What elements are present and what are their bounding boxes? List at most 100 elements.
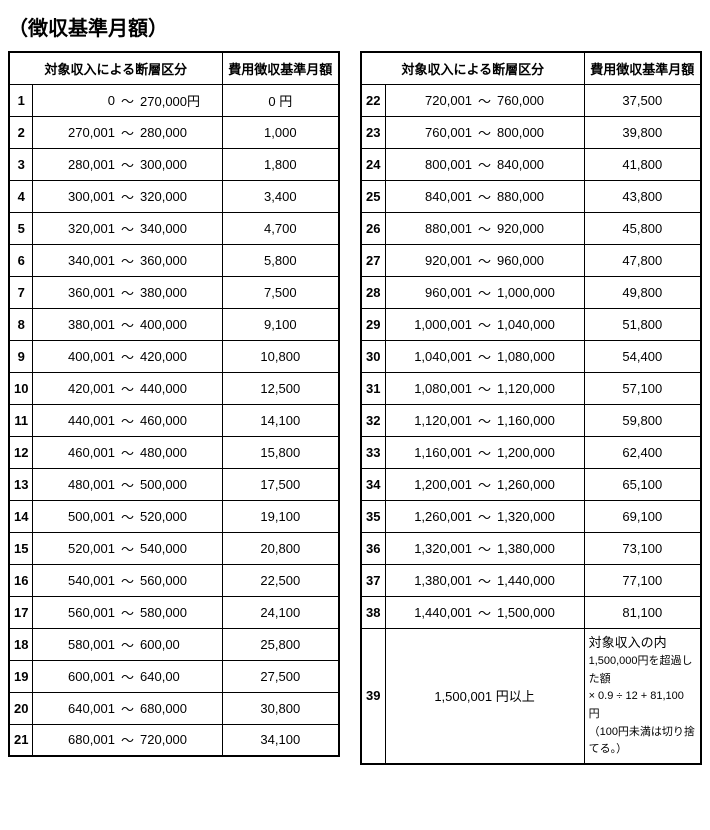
table-row: 22720,001〜760,00037,500 xyxy=(361,84,701,116)
row-amount: 9,100 xyxy=(222,308,339,340)
table-row: 5320,001〜340,0004,700 xyxy=(9,212,339,244)
row-number: 27 xyxy=(361,244,385,276)
row-number: 25 xyxy=(361,180,385,212)
row-amount: 81,100 xyxy=(584,596,701,628)
table-row: 381,440,001〜1,500,00081,100 xyxy=(361,596,701,628)
row-number: 29 xyxy=(361,308,385,340)
table-row: 25840,001〜880,00043,800 xyxy=(361,180,701,212)
row-amount: 14,100 xyxy=(222,404,339,436)
row-range: 480,001〜500,000 xyxy=(33,468,222,500)
row-range: 1,040,001〜1,080,000 xyxy=(385,340,584,372)
row-number: 26 xyxy=(361,212,385,244)
row-amount: 5,800 xyxy=(222,244,339,276)
row-amount: 1,800 xyxy=(222,148,339,180)
row-amount: 51,800 xyxy=(584,308,701,340)
row-range: 500,001〜520,000 xyxy=(33,500,222,532)
row-range: 600,001〜640,00 xyxy=(33,660,222,692)
table-row: 9400,001〜420,00010,800 xyxy=(9,340,339,372)
row-number: 14 xyxy=(9,500,33,532)
row-range: 680,001〜720,000 xyxy=(33,724,222,756)
row-number: 12 xyxy=(9,436,33,468)
table-row: 11440,001〜460,00014,100 xyxy=(9,404,339,436)
table-row: 311,080,001〜1,120,00057,100 xyxy=(361,372,701,404)
row-number: 17 xyxy=(9,596,33,628)
row-range: 1,440,001〜1,500,000 xyxy=(385,596,584,628)
row-range: 840,001〜880,000 xyxy=(385,180,584,212)
row-range: 1,160,001〜1,200,000 xyxy=(385,436,584,468)
row-range: 1,000,001〜1,040,000 xyxy=(385,308,584,340)
row-number: 3 xyxy=(9,148,33,180)
table-row: 28960,001〜1,000,00049,800 xyxy=(361,276,701,308)
row-range: 580,001〜600,00 xyxy=(33,628,222,660)
table-row: 21680,001〜720,00034,100 xyxy=(9,724,339,756)
page-title: （徴収基準月額） xyxy=(8,12,702,41)
table-row: 20640,001〜680,00030,800 xyxy=(9,692,339,724)
row-amount: 24,100 xyxy=(222,596,339,628)
row-number: 18 xyxy=(9,628,33,660)
row-range: 340,001〜360,000 xyxy=(33,244,222,276)
row-amount: 30,800 xyxy=(222,692,339,724)
table-row: 24800,001〜840,00041,800 xyxy=(361,148,701,180)
row-range: 1,260,001〜1,320,000 xyxy=(385,500,584,532)
row-range: 360,001〜380,000 xyxy=(33,276,222,308)
row-range: 380,001〜400,000 xyxy=(33,308,222,340)
row-amount: 39,800 xyxy=(584,116,701,148)
row-range: 760,001〜800,000 xyxy=(385,116,584,148)
table-row: 351,260,001〜1,320,00069,100 xyxy=(361,500,701,532)
row-amount: 19,100 xyxy=(222,500,339,532)
header-range: 対象収入による断層区分 xyxy=(9,52,222,84)
row-number: 37 xyxy=(361,564,385,596)
row-amount: 20,800 xyxy=(222,532,339,564)
row-amount: 7,500 xyxy=(222,276,339,308)
row-formula: 対象収入の内1,500,000円を超過した額× 0.9 ÷ 12 + 81,10… xyxy=(584,628,701,764)
row-number: 19 xyxy=(9,660,33,692)
header-amount: 費用徴収基準月額 xyxy=(584,52,701,84)
row-amount: 59,800 xyxy=(584,404,701,436)
row-range: 270,001〜280,000 xyxy=(33,116,222,148)
table-row: 15520,001〜540,00020,800 xyxy=(9,532,339,564)
row-amount: 45,800 xyxy=(584,212,701,244)
row-amount: 22,500 xyxy=(222,564,339,596)
row-range: 520,001〜540,000 xyxy=(33,532,222,564)
row-number: 1 xyxy=(9,84,33,116)
table-row: 4300,001〜320,0003,400 xyxy=(9,180,339,212)
row-number: 7 xyxy=(9,276,33,308)
row-amount: 15,800 xyxy=(222,436,339,468)
row-number: 36 xyxy=(361,532,385,564)
row-range: 960,001〜1,000,000 xyxy=(385,276,584,308)
row-number: 20 xyxy=(9,692,33,724)
table-row: 26880,001〜920,00045,800 xyxy=(361,212,701,244)
row-amount: 37,500 xyxy=(584,84,701,116)
row-range: 1,320,001〜1,380,000 xyxy=(385,532,584,564)
row-amount: 69,100 xyxy=(584,500,701,532)
table-row: 6340,001〜360,0005,800 xyxy=(9,244,339,276)
row-range: 920,001〜960,000 xyxy=(385,244,584,276)
row-number: 8 xyxy=(9,308,33,340)
table-row: 341,200,001〜1,260,00065,100 xyxy=(361,468,701,500)
row-range: 640,001〜680,000 xyxy=(33,692,222,724)
row-amount: 10,800 xyxy=(222,340,339,372)
row-number: 9 xyxy=(9,340,33,372)
row-range: 440,001〜460,000 xyxy=(33,404,222,436)
table-row: 13480,001〜500,00017,500 xyxy=(9,468,339,500)
row-range: 720,001〜760,000 xyxy=(385,84,584,116)
row-range: 880,001〜920,000 xyxy=(385,212,584,244)
row-number: 23 xyxy=(361,116,385,148)
row-number: 38 xyxy=(361,596,385,628)
table-row: 10〜270,000円0 円 xyxy=(9,84,339,116)
table-row: 19600,001〜640,0027,500 xyxy=(9,660,339,692)
table-row: 291,000,001〜1,040,00051,800 xyxy=(361,308,701,340)
table-row: 301,040,001〜1,080,00054,400 xyxy=(361,340,701,372)
table-row: 27920,001〜960,00047,800 xyxy=(361,244,701,276)
row-amount: 77,100 xyxy=(584,564,701,596)
row-range: 1,200,001〜1,260,000 xyxy=(385,468,584,500)
row-amount: 0 円 xyxy=(222,84,339,116)
row-range: 420,001〜440,000 xyxy=(33,372,222,404)
row-range: 320,001〜340,000 xyxy=(33,212,222,244)
table-row: 14500,001〜520,00019,100 xyxy=(9,500,339,532)
table-row: 3280,001〜300,0001,800 xyxy=(9,148,339,180)
row-range: 400,001〜420,000 xyxy=(33,340,222,372)
header-amount: 費用徴収基準月額 xyxy=(222,52,339,84)
row-number: 30 xyxy=(361,340,385,372)
table-row: 8380,001〜400,0009,100 xyxy=(9,308,339,340)
